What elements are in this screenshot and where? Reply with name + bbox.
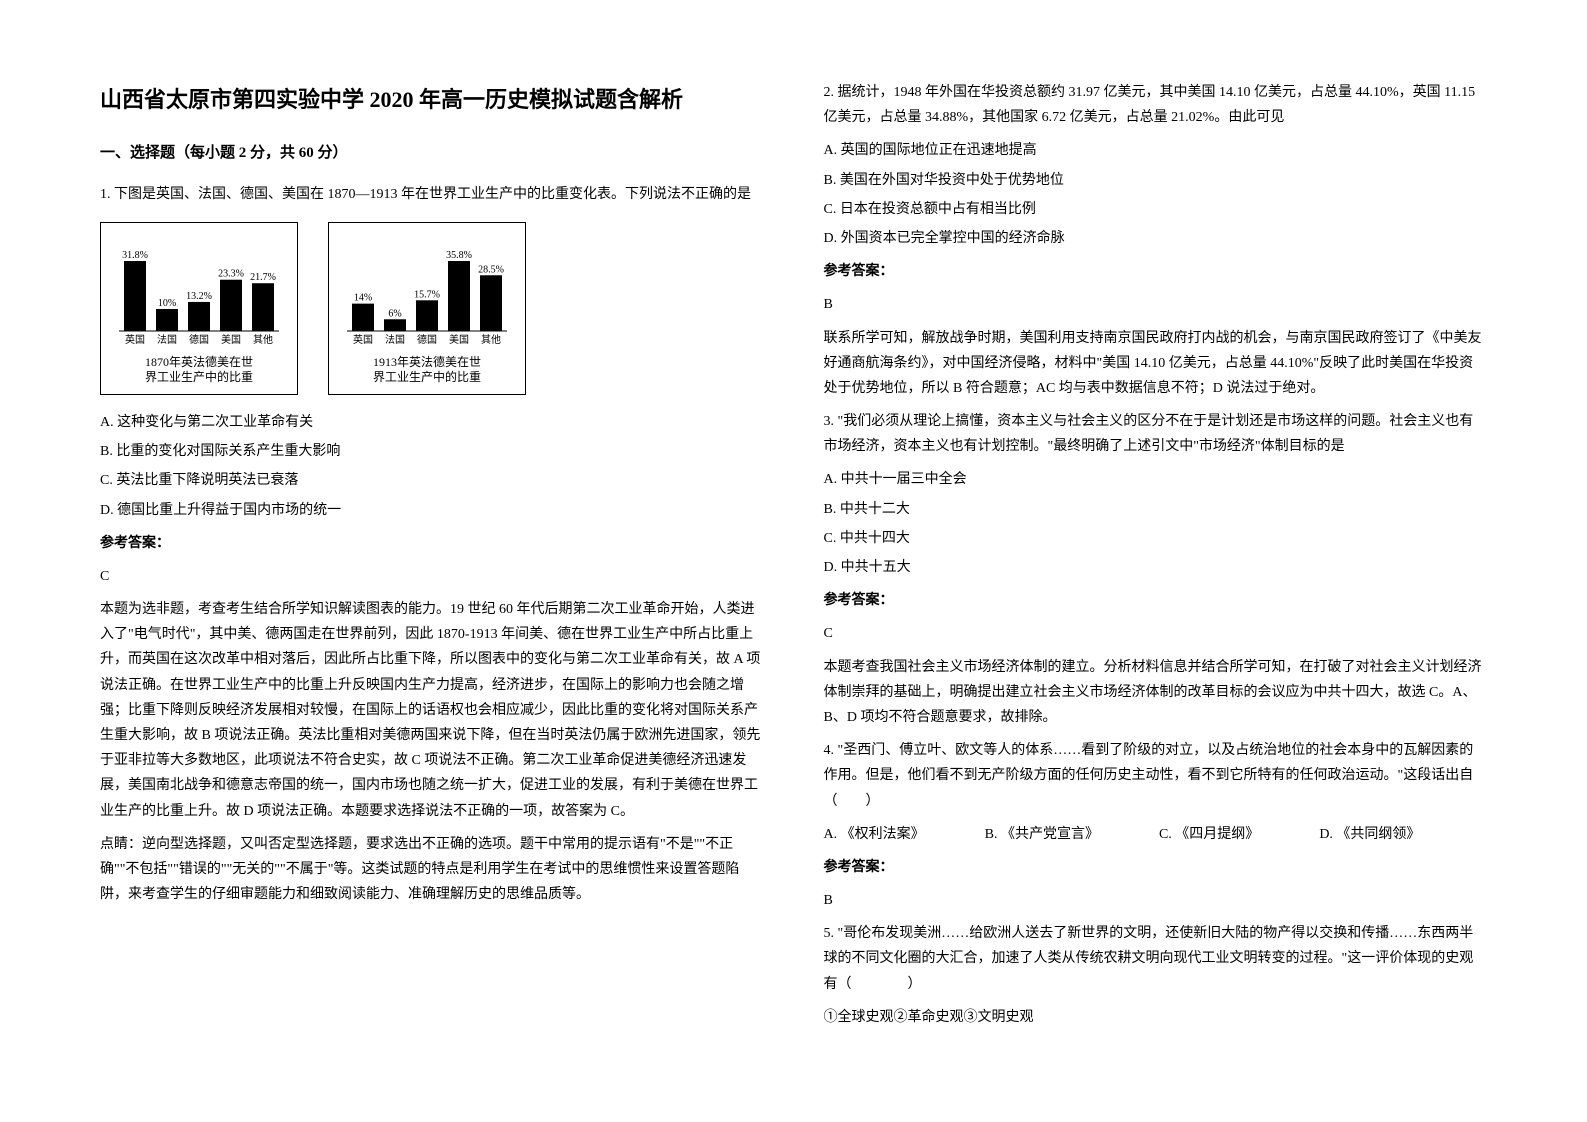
q1-ans: C — [100, 564, 764, 589]
svg-text:德国: 德国 — [417, 333, 437, 346]
q4-stem: 4. "圣西门、傅立叶、欧文等人的体系……看到了阶级的对立，以及占统治地位的社会… — [824, 738, 1488, 814]
svg-text:英国: 英国 — [353, 333, 373, 346]
q1-explanation: 本题为选非题，考查考生结合所学知识解读图表的能力。19 世纪 60 年代后期第二… — [100, 597, 764, 824]
svg-text:德国: 德国 — [189, 333, 209, 346]
q4-optC: C. 《四月提纲》 — [1159, 822, 1259, 847]
left-column: 山西省太原市第四实验中学 2020 年高一历史模拟试题含解析 一、选择题（每小题… — [100, 80, 764, 1038]
charts-row: 31.8% 英国 10% 法国 13.2% 德国 23.3% 美国 21.7% 其他 1870年英… — [100, 222, 764, 395]
chart-1913: 14% 英国 6% 法国 15.7% 德国 35.8% 美国 28.5% 其他 1913年英法德美… — [328, 222, 526, 395]
q3-ans: C — [824, 621, 1488, 646]
svg-text:美国: 美国 — [449, 333, 469, 346]
svg-text:21.7%: 21.7% — [250, 272, 276, 283]
q2-ans: B — [824, 292, 1488, 317]
page-title: 山西省太原市第四实验中学 2020 年高一历史模拟试题含解析 — [100, 80, 764, 120]
q2-stem: 2. 据统计，1948 年外国在华投资总额约 31.97 亿美元，其中美国 14… — [824, 80, 1488, 130]
q3-optB: B. 中共十二大 — [824, 497, 1488, 522]
svg-text:法国: 法国 — [385, 333, 405, 346]
q1-stem: 1. 下图是英国、法国、德国、美国在 1870—1913 年在世界工业生产中的比… — [100, 182, 764, 207]
q4-optA: A. 《权利法案》 — [824, 822, 925, 847]
section-heading: 一、选择题（每小题 2 分，共 60 分） — [100, 140, 764, 167]
q1-tip: 点睛：逆向型选择题，又叫否定型选择题，要求选出不正确的选项。题干中常用的提示语有… — [100, 832, 764, 908]
svg-text:35.8%: 35.8% — [446, 250, 472, 261]
svg-text:31.8%: 31.8% — [122, 250, 148, 261]
q2-explanation: 联系所学可知，解放战争时期，美国利用支持南京国民政府打内战的机会，与南京国民政府… — [824, 326, 1488, 402]
svg-text:15.7%: 15.7% — [414, 289, 440, 300]
svg-text:其他: 其他 — [481, 333, 501, 346]
bar-chart-1870: 31.8% 英国 10% 法国 13.2% 德国 23.3% 美国 21.7% 其他 — [109, 231, 289, 351]
q3-stem: 3. "我们必须从理论上搞懂，资本主义与社会主义的区分不在于是计划还是市场这样的… — [824, 409, 1488, 459]
svg-text:6%: 6% — [388, 308, 401, 319]
q4-options-row: A. 《权利法案》 B. 《共产党宣言》 C. 《四月提纲》 D. 《共同纲领》 — [824, 822, 1488, 847]
q3-explanation: 本题考查我国社会主义市场经济体制的建立。分析材料信息并结合所学可知，在打破了对社… — [824, 655, 1488, 731]
q5-stem: 5. "哥伦布发现美洲……给欧洲人送去了新世界的文明，还使新旧大陆的物产得以交换… — [824, 921, 1488, 997]
q3-optD: D. 中共十五大 — [824, 555, 1488, 580]
chart-1870: 31.8% 英国 10% 法国 13.2% 德国 23.3% 美国 21.7% 其他 1870年英… — [100, 222, 298, 395]
svg-text:其他: 其他 — [253, 333, 273, 346]
svg-text:英国: 英国 — [125, 333, 145, 346]
q2-optC: C. 日本在投资总额中占有相当比例 — [824, 197, 1488, 222]
q2-optA: A. 英国的国际地位正在迅速地提高 — [824, 138, 1488, 163]
bar-chart-1913: 14% 英国 6% 法国 15.7% 德国 35.8% 美国 28.5% 其他 — [337, 231, 517, 351]
q1-ans-label: 参考答案： — [100, 531, 764, 556]
q3-optC: C. 中共十四大 — [824, 526, 1488, 551]
q2-ans-label: 参考答案： — [824, 259, 1488, 284]
q5-numlist: ①全球史观②革命史观③文明史观 — [824, 1005, 1488, 1030]
q1-optD: D. 德国比重上升得益于国内市场的统一 — [100, 498, 764, 523]
q1-optC: C. 英法比重下降说明英法已衰落 — [100, 468, 764, 493]
q1-optA: A. 这种变化与第二次工业革命有关 — [100, 410, 764, 435]
q3-ans-label: 参考答案： — [824, 588, 1488, 613]
chart1-caption: 1870年英法德美在世界工业生产中的比重 — [109, 355, 289, 386]
q4-ans-label: 参考答案： — [824, 855, 1488, 880]
q4-ans: B — [824, 888, 1488, 913]
q4-optD: D. 《共同纲领》 — [1319, 822, 1420, 847]
svg-text:10%: 10% — [158, 298, 176, 309]
q2-optD: D. 外国资本已完全掌控中国的经济命脉 — [824, 226, 1488, 251]
chart2-caption: 1913年英法德美在世界工业生产中的比重 — [337, 355, 517, 386]
q2-optB: B. 美国在外国对华投资中处于优势地位 — [824, 168, 1488, 193]
svg-text:法国: 法国 — [157, 333, 177, 346]
svg-text:28.5%: 28.5% — [478, 264, 504, 275]
q3-optA: A. 中共十一届三中全会 — [824, 467, 1488, 492]
svg-text:13.2%: 13.2% — [186, 291, 212, 302]
q4-optB: B. 《共产党宣言》 — [985, 822, 1099, 847]
right-column: 2. 据统计，1948 年外国在华投资总额约 31.97 亿美元，其中美国 14… — [824, 80, 1488, 1038]
q1-optB: B. 比重的变化对国际关系产生重大影响 — [100, 439, 764, 464]
svg-text:23.3%: 23.3% — [218, 268, 244, 279]
svg-text:14%: 14% — [354, 292, 372, 303]
svg-text:美国: 美国 — [221, 333, 241, 346]
